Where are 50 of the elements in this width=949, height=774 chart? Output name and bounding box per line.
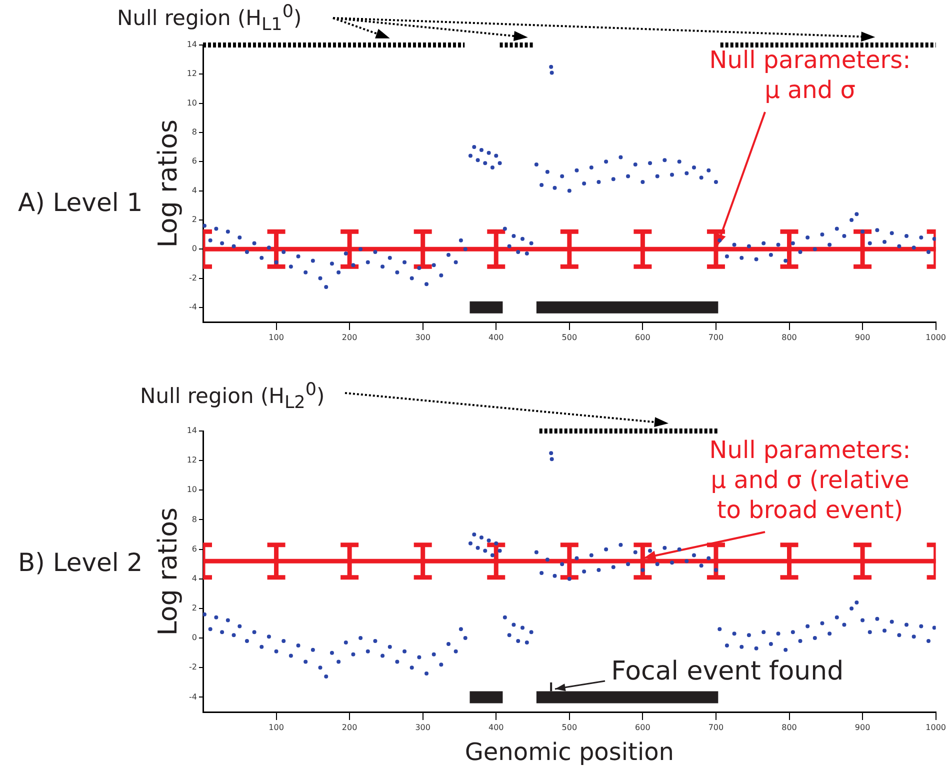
x-tick-label: 600: [635, 332, 650, 342]
y-tick-label: 14: [186, 426, 197, 436]
y-tick-label: 2: [192, 604, 197, 613]
x-tick-label: 500: [562, 332, 578, 342]
x-tick-label: 100: [268, 332, 284, 342]
y-tick-label: -2: [189, 273, 197, 282]
y-axis-title: Log ratios: [153, 507, 184, 636]
x-tick-label: 200: [342, 722, 358, 732]
text: Null region (H$_{L2}$$^{0}$): [140, 380, 325, 414]
y-axis-title: Log ratios: [153, 119, 184, 248]
x-tick-label: 800: [782, 332, 797, 342]
y-tick-label: -2: [189, 662, 197, 672]
annotation: Focal event found: [611, 656, 844, 687]
text: A) Level 1: [18, 188, 143, 217]
y-tick-label: 8: [192, 514, 197, 524]
x-tick-label: 300: [415, 722, 430, 732]
x-axis-title: Genomic position: [464, 738, 674, 766]
y-tick-label: 2: [192, 215, 197, 224]
x-tick-label: 200: [342, 332, 358, 342]
y-tick-label: 12: [186, 69, 197, 78]
y-tick-label: 0: [192, 633, 197, 642]
y-tick-label: 8: [192, 128, 197, 137]
y-tick-label: 0: [192, 244, 197, 254]
x-tick-label: 400: [488, 722, 504, 732]
x-tick-label: 1000: [926, 332, 946, 342]
annotation: Null parameters: μ and σ (relative to broad event): [709, 436, 911, 524]
x-tick-label: 400: [488, 332, 504, 342]
x-tick-label: 300: [415, 332, 430, 342]
y-tick-label: 4: [192, 186, 197, 195]
text: B) Level 2: [18, 548, 143, 577]
x-tick-label: 900: [854, 722, 870, 732]
y-tick-label: 10: [186, 485, 197, 494]
x-tick-label: 500: [562, 722, 578, 732]
y-tick-label: 4: [192, 574, 197, 583]
x-tick-label: 900: [854, 332, 870, 342]
annotation: Null parameters: μ and σ: [709, 46, 911, 104]
y-tick-label: 12: [186, 456, 197, 465]
text: Null region (H$_{L1}$$^{0}$): [117, 2, 302, 36]
x-tick-label: 700: [708, 722, 724, 732]
y-tick-label: 14: [186, 40, 197, 50]
x-tick-label: 700: [708, 332, 724, 342]
x-tick-label: 800: [782, 722, 797, 732]
x-tick-label: 600: [635, 722, 650, 732]
y-tick-label: 6: [192, 544, 197, 554]
y-tick-label: -4: [189, 692, 197, 702]
y-tick-label: -4: [189, 302, 197, 312]
x-tick-label: 100: [268, 722, 284, 732]
y-tick-label: 10: [186, 98, 197, 108]
y-tick-label: 6: [192, 156, 197, 166]
x-tick-label: 1000: [926, 722, 946, 732]
